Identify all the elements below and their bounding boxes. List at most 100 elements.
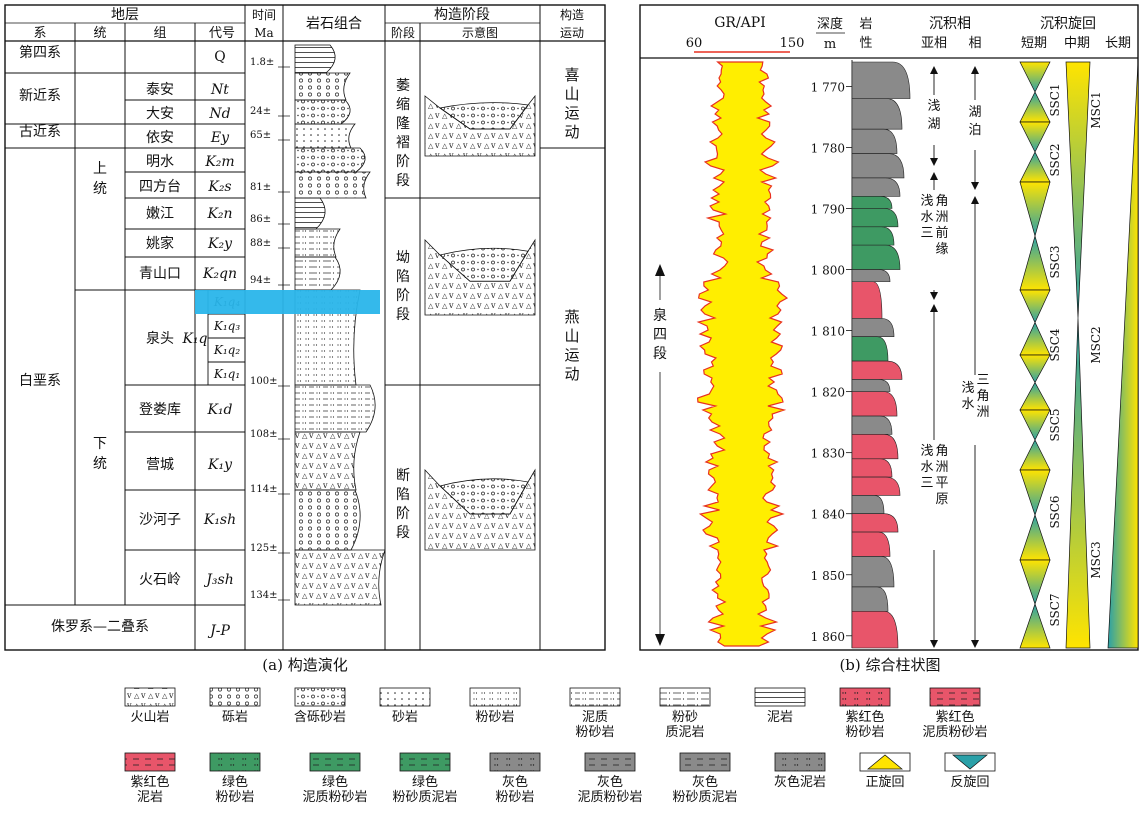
header-depth: 深度 xyxy=(817,16,843,32)
svg-text:角: 角 xyxy=(976,389,989,404)
svg-text:角: 角 xyxy=(935,194,948,209)
header-gr: GR/API xyxy=(714,15,766,31)
lithology-layer xyxy=(851,244,901,270)
age-label: 24± xyxy=(250,106,271,117)
gr-log-curve xyxy=(696,61,789,647)
lithology-band xyxy=(294,384,376,433)
svg-text:绿色: 绿色 xyxy=(322,774,348,790)
svg-text:泥质粉砂岩: 泥质粉砂岩 xyxy=(922,725,987,740)
ssc-upper-triangle xyxy=(1019,121,1051,153)
svg-text:粉砂: 粉砂 xyxy=(672,710,698,725)
formation-name: 泉头 xyxy=(146,330,174,347)
system-label: 古近系 xyxy=(19,124,61,140)
formation-code: K₁y xyxy=(207,457,233,473)
facies-delta-a: 浅水 xyxy=(961,381,974,412)
lithology-band xyxy=(294,549,386,606)
header-cycles: 沉积旋回 xyxy=(1040,16,1096,32)
svg-text:泥质粉砂岩: 泥质粉砂岩 xyxy=(302,790,367,805)
svg-text:灰色: 灰色 xyxy=(502,774,528,790)
lithology-band xyxy=(294,123,356,149)
ssc-lower-triangle xyxy=(1019,234,1051,291)
long-cycle xyxy=(1107,61,1139,649)
ssc-label: SSC1 xyxy=(1048,83,1062,116)
svg-text:质泥岩: 质泥岩 xyxy=(665,725,704,740)
age-label: 134± xyxy=(250,590,277,601)
ssc-lower-triangle xyxy=(1019,602,1051,649)
sketch-depression xyxy=(424,238,536,316)
lithology-layer xyxy=(851,556,895,588)
formation-name: 青山口 xyxy=(139,266,181,282)
msc-lower xyxy=(1065,317,1091,649)
highlight-bar xyxy=(195,290,380,314)
svg-text:萎: 萎 xyxy=(396,78,410,94)
formation-name: 营城 xyxy=(146,457,174,473)
lithology-layer xyxy=(851,195,893,209)
ssc-upper-triangle xyxy=(1019,181,1051,238)
age-label: 1.8± xyxy=(250,57,274,68)
lithology-layer xyxy=(851,513,899,533)
lithology-layer xyxy=(851,336,889,362)
depth-tick-label: 1 830 xyxy=(811,447,845,461)
header-movement-1: 构造 xyxy=(560,7,584,22)
svg-text:泊: 泊 xyxy=(968,123,981,138)
member-code: K₁q₃ xyxy=(213,319,240,333)
svg-text:统: 统 xyxy=(93,456,107,472)
age-label: 81± xyxy=(250,182,271,193)
age-label: 125± xyxy=(250,543,277,554)
header-medium: 中期 xyxy=(1064,36,1090,51)
lithology-band xyxy=(294,171,371,199)
header-series: 统 xyxy=(93,26,106,41)
lithology-layer xyxy=(851,391,898,417)
member-code: K₁q₂ xyxy=(213,343,240,357)
svg-text:水: 水 xyxy=(920,210,933,225)
svg-text:缘: 缘 xyxy=(935,242,948,257)
lithology-band xyxy=(294,431,361,491)
svg-text:灰色: 灰色 xyxy=(692,774,718,790)
system-label: 侏罗系—二叠系 xyxy=(51,619,149,635)
age-label: 65± xyxy=(250,130,271,141)
header-facies-col: 相 xyxy=(968,36,981,51)
svg-text:断: 断 xyxy=(396,468,410,484)
svg-text:山: 山 xyxy=(564,327,579,345)
formation-code: K₁d xyxy=(206,402,232,418)
age-label: 114± xyxy=(250,484,277,495)
legend-item: 粉砂岩 xyxy=(469,687,521,725)
member-label: 泉四段 xyxy=(653,307,667,362)
system-label: 新近系 xyxy=(19,88,61,104)
lithology-layer xyxy=(851,153,905,179)
svg-text:粉砂质泥岩: 粉砂质泥岩 xyxy=(672,790,737,805)
formation-code: J-P xyxy=(207,623,230,639)
msc-label: MSC3 xyxy=(1089,541,1103,578)
svg-text:阶: 阶 xyxy=(396,506,410,522)
svg-text:水: 水 xyxy=(920,460,933,475)
age-label: 100± xyxy=(250,376,277,387)
svg-text:阶: 阶 xyxy=(396,288,410,304)
ssc-upper-triangle xyxy=(1019,559,1051,606)
svg-text:砾岩: 砾岩 xyxy=(222,710,248,725)
sketch-rift xyxy=(424,468,536,551)
ssc-label: SSC6 xyxy=(1048,495,1062,528)
svg-text:泥岩: 泥岩 xyxy=(137,790,163,805)
header-system: 系 xyxy=(33,26,46,41)
svg-text:粉砂岩: 粉砂岩 xyxy=(575,725,614,740)
svg-text:洲: 洲 xyxy=(976,405,989,420)
svg-text:浅: 浅 xyxy=(961,381,974,396)
svg-text:角: 角 xyxy=(935,444,948,459)
age-label: 88± xyxy=(250,238,271,249)
svg-text:三: 三 xyxy=(920,476,933,491)
svg-text:粉砂岩: 粉砂岩 xyxy=(495,790,534,805)
svg-text:粉砂岩: 粉砂岩 xyxy=(845,725,884,740)
subfacies-shallow-lake: 浅湖 xyxy=(927,99,940,132)
lithology-band xyxy=(294,147,366,173)
svg-text:泥质: 泥质 xyxy=(582,710,608,725)
svg-text:缩: 缩 xyxy=(396,97,410,113)
lithology-layer xyxy=(851,415,893,435)
header-strata: 地层 xyxy=(111,7,139,23)
lithology-band xyxy=(294,256,341,291)
